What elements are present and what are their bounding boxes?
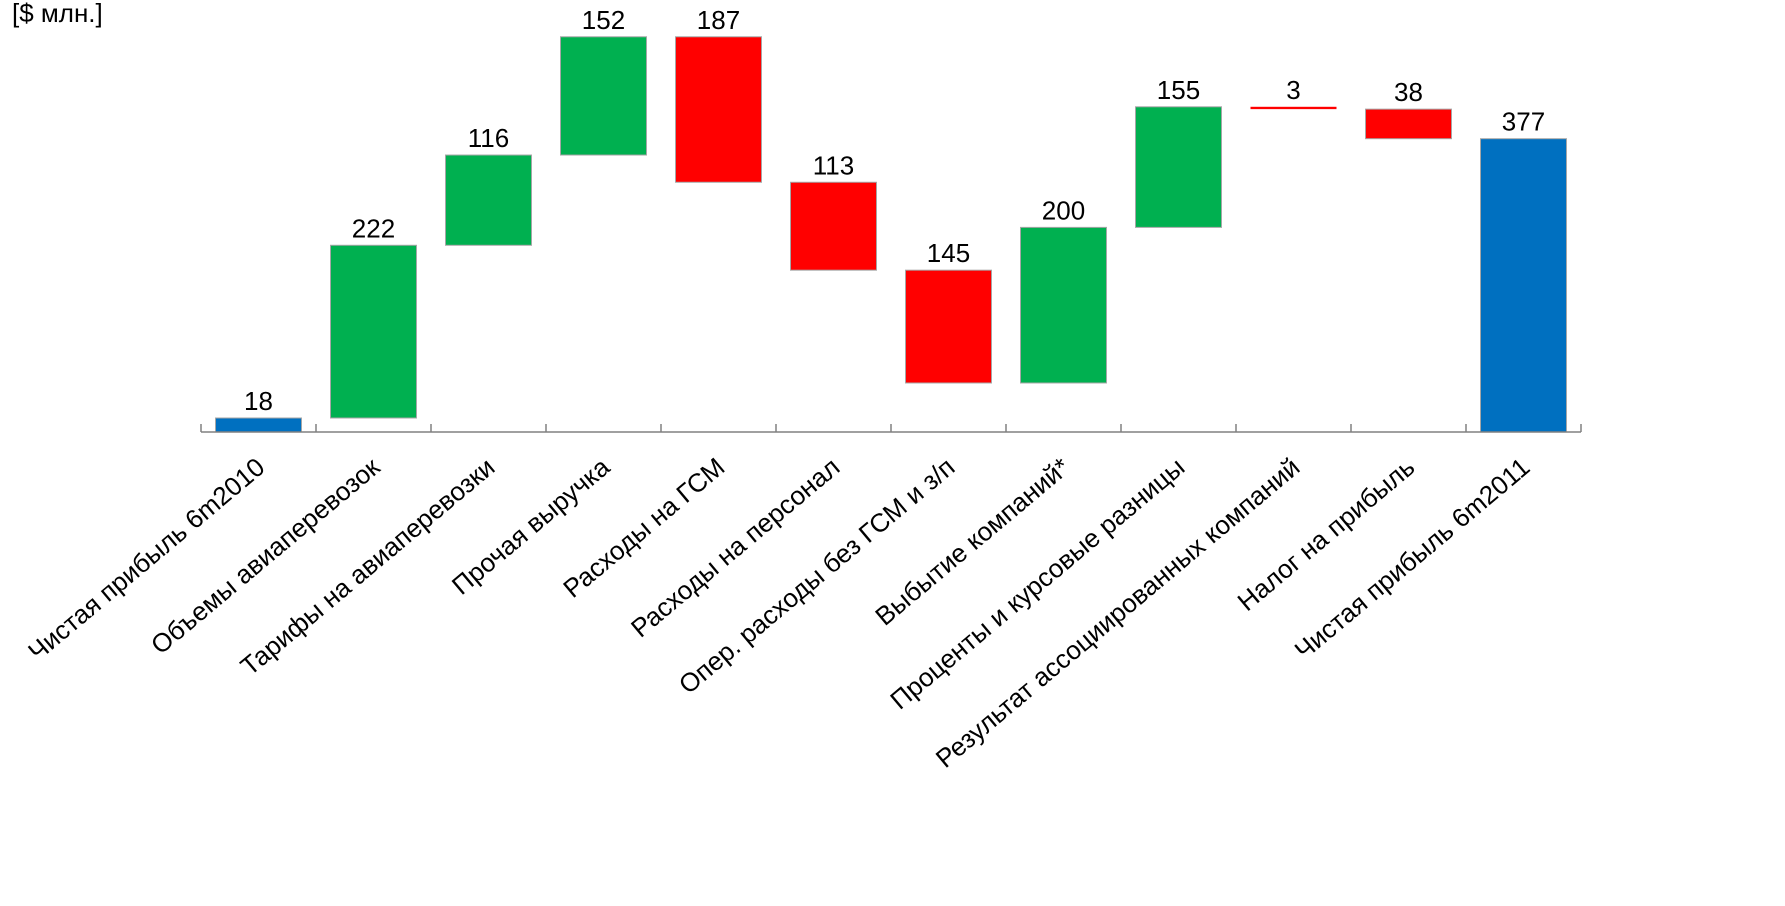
bar-value-label: 116 bbox=[468, 123, 509, 153]
bar-increase bbox=[1020, 226, 1107, 384]
bar-value-label: 200 bbox=[1042, 195, 1085, 225]
category-label: Чистая прибыль 6m2011 bbox=[1289, 452, 1536, 666]
bar-value-label: 38 bbox=[1394, 77, 1423, 107]
bar-decrease bbox=[675, 36, 762, 183]
value-labels-layer: 18 222 116 152 187 113 145 200 155 3 38 377 bbox=[244, 5, 1545, 416]
bar-decrease bbox=[790, 181, 877, 271]
bar-value-label: 377 bbox=[1502, 107, 1545, 137]
x-axis bbox=[200, 424, 1582, 433]
category-label: Выбытие компаний* bbox=[869, 452, 1075, 632]
bar-increase bbox=[445, 154, 532, 246]
bar-decrease bbox=[1250, 106, 1337, 110]
bar-value-label: 113 bbox=[813, 150, 854, 180]
bar-decrease bbox=[905, 269, 992, 384]
bar-value-label: 187 bbox=[697, 5, 740, 35]
bar-decrease bbox=[1365, 108, 1452, 140]
bar-total bbox=[215, 417, 302, 433]
category-label: Расходы на персонал bbox=[625, 452, 845, 644]
bar-increase bbox=[1135, 106, 1222, 228]
bars-layer bbox=[215, 36, 1567, 433]
bar-value-label: 18 bbox=[244, 386, 273, 416]
bar-value-label: 145 bbox=[927, 238, 970, 268]
category-label: Объемы авиаперевозок bbox=[145, 451, 386, 660]
category-label: Чистая прибыль 6m2010 bbox=[22, 452, 270, 667]
bar-increase bbox=[560, 36, 647, 156]
bar-total bbox=[1480, 138, 1567, 433]
unit-label: [$ млн.] bbox=[12, 0, 103, 28]
bar-value-label: 222 bbox=[352, 213, 395, 243]
bar-value-label: 3 bbox=[1286, 75, 1300, 105]
bar-value-label: 152 bbox=[582, 5, 625, 35]
bar-value-label: 155 bbox=[1157, 75, 1200, 105]
bar-increase bbox=[330, 244, 417, 419]
